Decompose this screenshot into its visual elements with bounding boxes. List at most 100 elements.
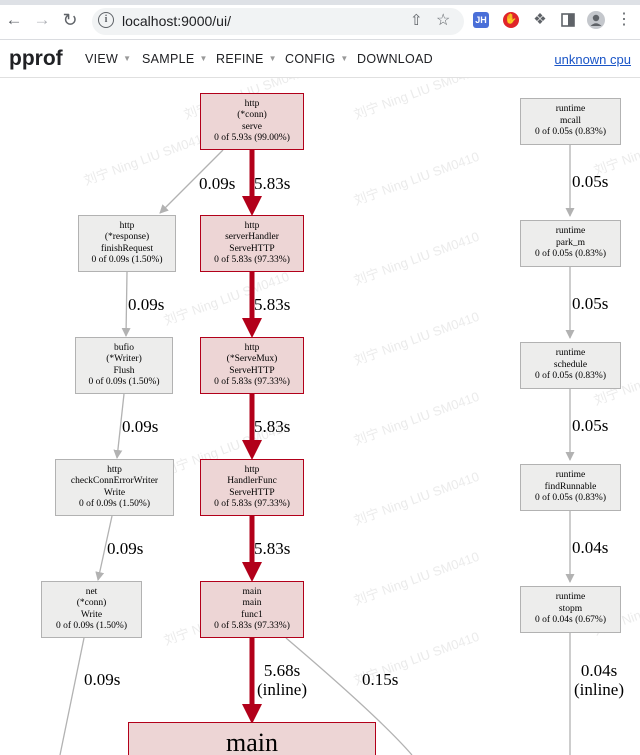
node-serverhandler-servehttp[interactable]: http serverHandler ServeHTTP 0 of 5.83s … <box>200 215 304 272</box>
node-main[interactable]: main <box>128 722 376 755</box>
edge-label-value: 0.04s <box>580 661 618 680</box>
node-line: findRunnable <box>544 481 597 492</box>
tab-strip <box>0 0 640 5</box>
node-line: 0 of 5.83s (97.33%) <box>214 377 290 387</box>
edge-label: 0.04s (inline) <box>570 661 628 699</box>
edge-label-value: 5.68s <box>263 661 301 680</box>
node-line: Write <box>103 487 126 498</box>
edge-func1-other[interactable] <box>285 637 413 755</box>
node-line: serve <box>241 121 263 132</box>
extensions-puzzle-icon[interactable]: ❖ <box>533 11 547 28</box>
node-http-conn-serve[interactable]: http (*conn) serve 0 of 5.93s (99.00%) <box>200 93 304 150</box>
node-line: http <box>244 98 260 109</box>
pprof-logo[interactable]: pprof <box>9 47 63 70</box>
extension-jh-icon[interactable]: JH <box>473 12 489 28</box>
edge-bufio-check[interactable] <box>113 393 125 459</box>
node-line: main <box>226 728 278 755</box>
node-line: Write <box>80 609 103 620</box>
node-line: 0 of 0.04s (0.67%) <box>535 615 606 626</box>
forward-icon[interactable]: → <box>33 10 51 29</box>
node-line: (*conn) <box>76 598 107 608</box>
edge-serve-finish[interactable] <box>159 149 224 214</box>
node-checkconnerrorwriter-write[interactable]: http checkConnErrorWriter Write 0 of 0.0… <box>55 459 174 516</box>
node-line: 0 of 5.83s (97.33%) <box>214 621 290 631</box>
node-line: stopm <box>558 603 583 614</box>
chevron-down-icon: ▼ <box>123 54 132 63</box>
node-line: (*ServeMux) <box>226 354 278 364</box>
node-line: (*Writer) <box>106 354 142 364</box>
node-line: ServeHTTP <box>229 243 275 254</box>
chevron-down-icon: ▼ <box>340 54 349 63</box>
call-graph[interactable]: 刘宁 Ning LIU SM0410 刘宁 Ning LIU SM0410 刘宁… <box>0 78 640 755</box>
edge-label: 0.09s <box>128 295 165 314</box>
address-bar[interactable]: i localhost:9000/ui/ ⇧ ☆ <box>92 8 464 35</box>
url-text[interactable]: localhost:9000/ui/ <box>122 13 231 29</box>
menu-refine-label: REFINE <box>216 52 264 66</box>
edge-label: 5.83s <box>254 417 291 436</box>
bookmark-star-icon[interactable]: ☆ <box>436 12 451 29</box>
node-line: runtime <box>555 470 586 481</box>
node-line: 0 of 0.05s (0.83%) <box>535 249 606 260</box>
menu-download-label: DOWNLOAD <box>357 52 434 66</box>
node-line: runtime <box>555 592 586 603</box>
node-line: (*conn) <box>237 110 267 120</box>
node-net-conn-write[interactable]: net (*conn) Write 0 of 0.09s (1.50%) <box>41 581 142 638</box>
node-line: HandlerFunc <box>227 476 277 486</box>
node-line: runtime <box>555 104 586 115</box>
node-line: ServeHTTP <box>229 487 275 498</box>
edge-label: 0.09s <box>84 670 121 689</box>
node-line: 0 of 5.83s (97.33%) <box>214 499 290 509</box>
node-line: 0 of 0.09s (1.50%) <box>79 499 150 509</box>
node-line: runtime <box>555 348 586 359</box>
node-line: (*response) <box>104 232 150 242</box>
side-panel-icon[interactable] <box>558 10 578 30</box>
node-runtime-stopm[interactable]: runtime stopm 0 of 0.04s (0.67%) <box>520 586 621 633</box>
menu-view[interactable]: VIEW ▼ <box>85 52 131 66</box>
menu-config[interactable]: CONFIG ▼ <box>285 52 349 66</box>
reload-icon[interactable]: ↻ <box>62 10 78 30</box>
edge-check-net[interactable] <box>95 515 113 581</box>
edge-label: 5.83s <box>254 174 291 193</box>
unknown-cpu-link[interactable]: unknown cpu <box>554 52 631 67</box>
node-bufio-writer-flush[interactable]: bufio (*Writer) Flush 0 of 0.09s (1.50%) <box>75 337 173 394</box>
node-line: 0 of 0.05s (0.83%) <box>535 371 606 382</box>
menu-sample-label: SAMPLE <box>142 52 195 66</box>
edge-label: 5.68s (inline) <box>254 661 310 699</box>
node-line: http <box>244 220 260 231</box>
back-icon[interactable]: ← <box>5 10 23 29</box>
edge-label: 0.15s <box>362 670 399 689</box>
node-servemux-servehttp[interactable]: http (*ServeMux) ServeHTTP 0 of 5.83s (9… <box>200 337 304 394</box>
profile-avatar-icon[interactable] <box>586 10 606 30</box>
share-icon[interactable]: ⇧ <box>410 12 423 29</box>
edge-finish-bufio[interactable] <box>121 271 131 337</box>
more-menu-icon[interactable]: ⋮ <box>616 11 632 28</box>
node-runtime-findrunnable[interactable]: runtime findRunnable 0 of 0.05s (0.83%) <box>520 464 621 511</box>
node-runtime-mcall[interactable]: runtime mcall 0 of 0.05s (0.83%) <box>520 98 621 145</box>
edge-label: 0.09s <box>107 539 144 558</box>
node-main-func1[interactable]: main main func1 0 of 5.83s (97.33%) <box>200 581 304 638</box>
node-runtime-schedule[interactable]: runtime schedule 0 of 0.05s (0.83%) <box>520 342 621 389</box>
edge-label: 0.05s <box>572 416 609 435</box>
node-response-finishrequest[interactable]: http (*response) finishRequest 0 of 0.09… <box>78 215 176 272</box>
edge-net-down[interactable] <box>59 637 85 755</box>
node-line: checkConnErrorWriter <box>70 476 159 486</box>
edge-label-note: (inline) <box>573 680 625 699</box>
node-handlerfunc-servehttp[interactable]: http HandlerFunc ServeHTTP 0 of 5.83s (9… <box>200 459 304 516</box>
node-line: park_m <box>555 237 586 248</box>
extension-shield-icon[interactable]: ✋ <box>503 12 519 28</box>
chevron-down-icon: ▼ <box>268 54 277 63</box>
menu-download[interactable]: DOWNLOAD <box>357 52 433 66</box>
menu-sample[interactable]: SAMPLE ▼ <box>142 52 208 66</box>
edge-label: 5.83s <box>254 539 291 558</box>
node-line: ServeHTTP <box>229 365 275 376</box>
site-info-icon[interactable]: i <box>98 12 114 28</box>
node-line: 0 of 0.05s (0.83%) <box>535 127 606 138</box>
node-runtime-park-m[interactable]: runtime park_m 0 of 0.05s (0.83%) <box>520 220 621 267</box>
menu-refine[interactable]: REFINE ▼ <box>216 52 277 66</box>
node-line: http <box>244 342 260 353</box>
node-line: runtime <box>555 226 586 237</box>
node-line: net <box>85 586 98 597</box>
node-line: bufio <box>113 342 135 353</box>
edge-label: 0.04s <box>572 538 609 557</box>
edge-label: 5.83s <box>254 295 291 314</box>
